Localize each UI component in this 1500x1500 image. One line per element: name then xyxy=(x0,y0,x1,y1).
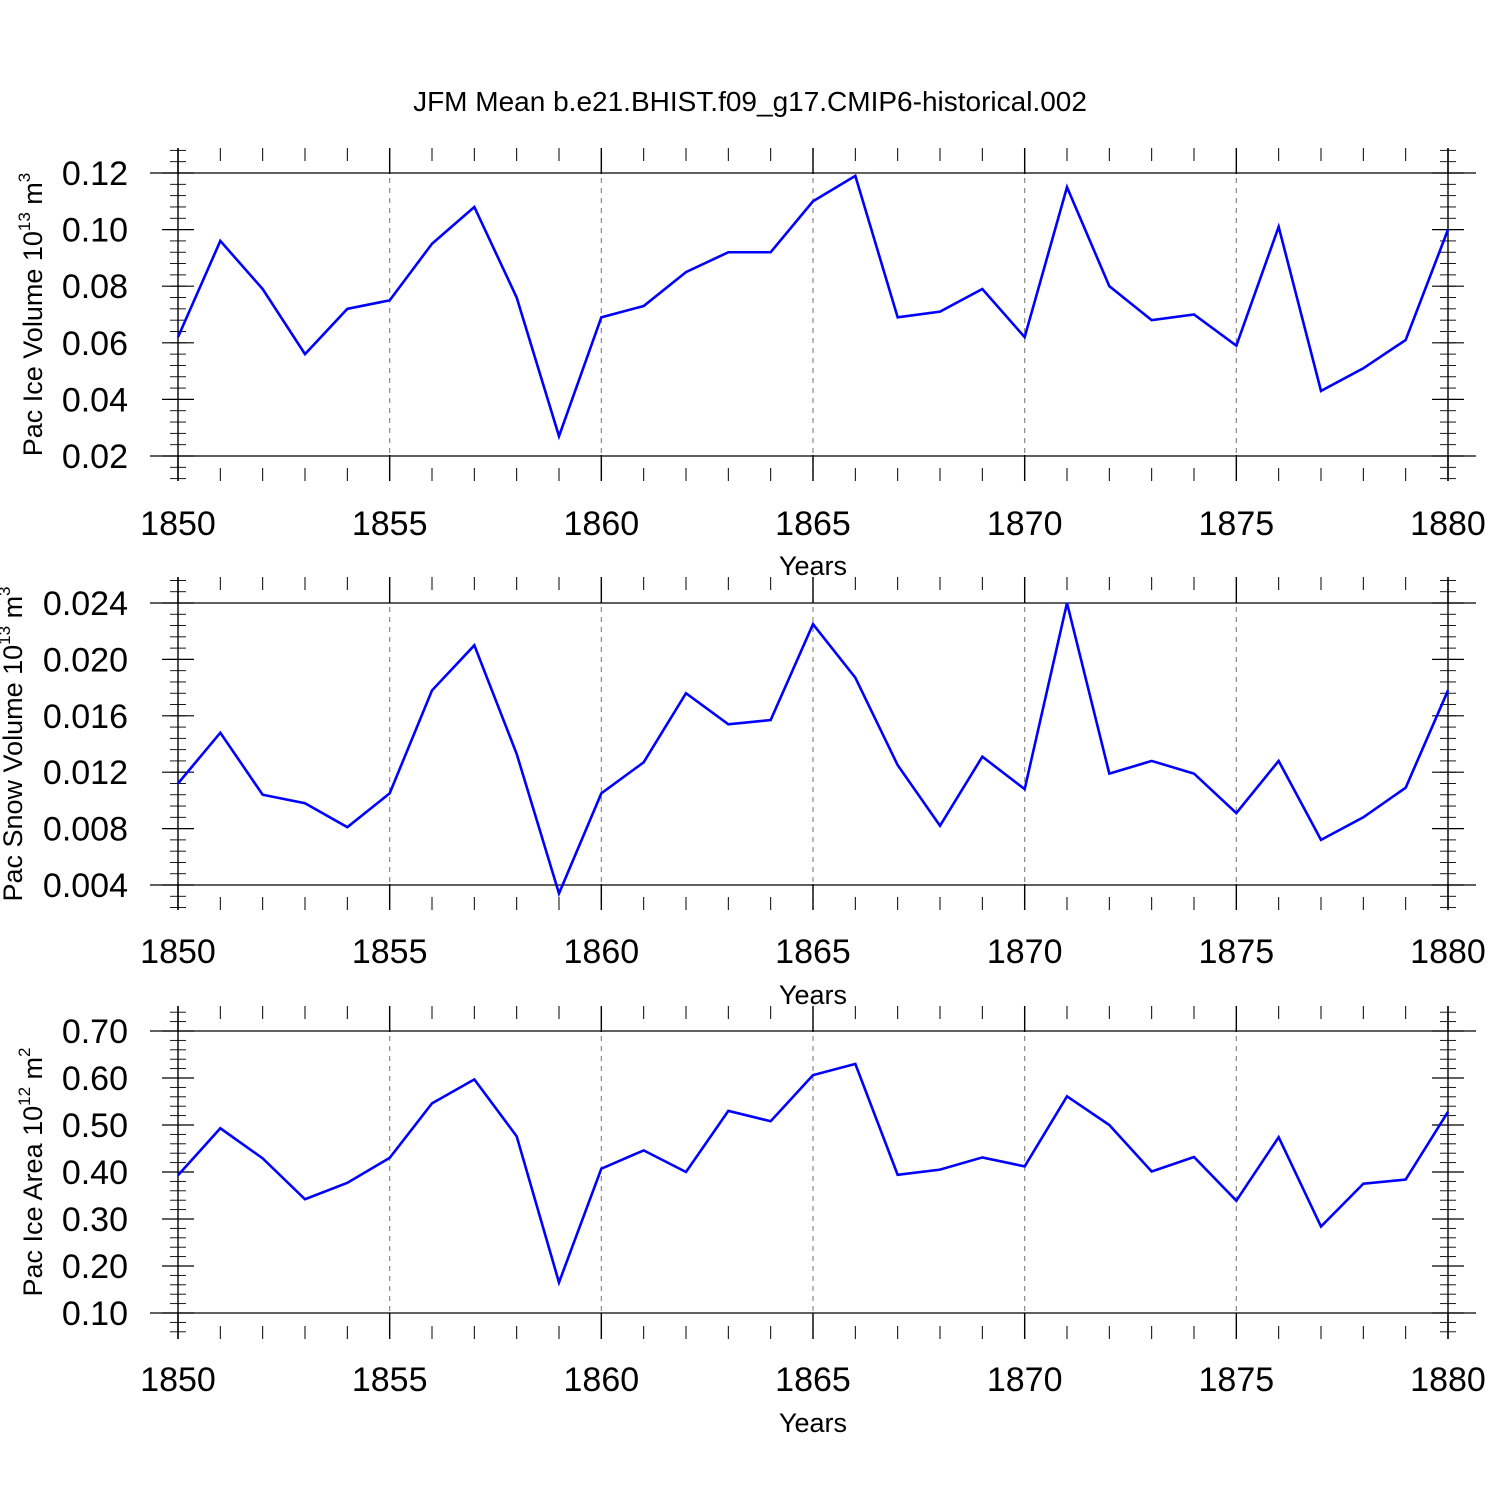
x-tick-label: 1865 xyxy=(775,933,851,971)
y-tick-label: 0.10 xyxy=(62,212,128,250)
x-tick-label: 1880 xyxy=(1410,933,1486,971)
x-tick-label: 1855 xyxy=(352,933,428,971)
x-tick-label: 1850 xyxy=(140,1361,216,1399)
series-line xyxy=(177,602,1450,898)
y-tick-label: 0.004 xyxy=(43,867,128,905)
x-tick-label: 1860 xyxy=(564,933,640,971)
x-axis-title: Years xyxy=(779,551,847,581)
x-tick-label: 1865 xyxy=(775,505,851,543)
x-tick-label: 1860 xyxy=(564,505,640,543)
x-tick-label: 1865 xyxy=(775,1361,851,1399)
panel-3: 0.10 0.20 0.30 0.40 0.50 0.60 0.70 1850 1855 1860… xyxy=(15,1006,1486,1438)
y-tick-label: 0.20 xyxy=(62,1248,128,1286)
y-tick-label: 0.04 xyxy=(62,381,128,419)
y-tick-label: 0.60 xyxy=(62,1060,128,1098)
x-tick-label: 1875 xyxy=(1199,1361,1275,1399)
y-tick-label: 0.10 xyxy=(62,1295,128,1333)
x-tick-label: 1875 xyxy=(1199,933,1275,971)
y-tick-label: 0.12 xyxy=(62,155,128,193)
y-tick-label: 0.40 xyxy=(62,1154,128,1192)
x-tick-label: 1855 xyxy=(352,505,428,543)
x-tick-label: 1880 xyxy=(1410,1361,1486,1399)
y-tick-label: 0.020 xyxy=(43,641,128,679)
y-axis-title: Pac Ice Volume 1013 m3 xyxy=(15,173,48,457)
y-tick-label: 0.016 xyxy=(43,698,128,736)
y-tick-label: 0.70 xyxy=(62,1013,128,1051)
y-tick-label: 0.30 xyxy=(62,1201,128,1239)
x-tick-label: 1870 xyxy=(987,933,1063,971)
x-axis-title: Years xyxy=(779,1408,847,1438)
x-tick-label: 1850 xyxy=(140,933,216,971)
y-tick-label: 0.02 xyxy=(62,438,128,476)
x-tick-label: 1870 xyxy=(987,1361,1063,1399)
y-axis-title: Pac Ice Area 1012 m2 xyxy=(15,1047,48,1296)
y-axis-title: Pac Snow Volume 1013 m3 xyxy=(0,586,28,901)
chart-title: JFM Mean b.e21.BHIST.f09_g17.CMIP6-histo… xyxy=(413,86,1087,117)
x-tick-label: 1880 xyxy=(1410,505,1486,543)
panel-1: 0.02 0.04 0.06 0.08 0.10 0.12 1850 1855 1860 1865… xyxy=(15,148,1486,581)
y-tick-label: 0.50 xyxy=(62,1107,128,1145)
series-line xyxy=(177,1062,1450,1287)
x-tick-label: 1860 xyxy=(564,1361,640,1399)
x-tick-label: 1870 xyxy=(987,505,1063,543)
y-tick-label: 0.08 xyxy=(62,268,128,306)
y-tick-label: 0.06 xyxy=(62,325,128,363)
chart-panels: 0.02 0.04 0.06 0.08 0.10 0.12 1850 1855 1860 1865… xyxy=(0,148,1486,1438)
y-tick-label: 0.024 xyxy=(43,585,128,623)
y-tick-label: 0.008 xyxy=(43,811,128,849)
x-tick-label: 1850 xyxy=(140,505,216,543)
x-axis-title: Years xyxy=(779,980,847,1010)
panel-2: 0.004 0.008 0.012 0.016 0.020 0.024 1850 1855 18… xyxy=(0,577,1486,1010)
y-tick-label: 0.012 xyxy=(43,754,128,792)
series-line xyxy=(176,173,1450,441)
x-tick-label: 1855 xyxy=(352,1361,428,1399)
x-tick-label: 1875 xyxy=(1199,505,1275,543)
